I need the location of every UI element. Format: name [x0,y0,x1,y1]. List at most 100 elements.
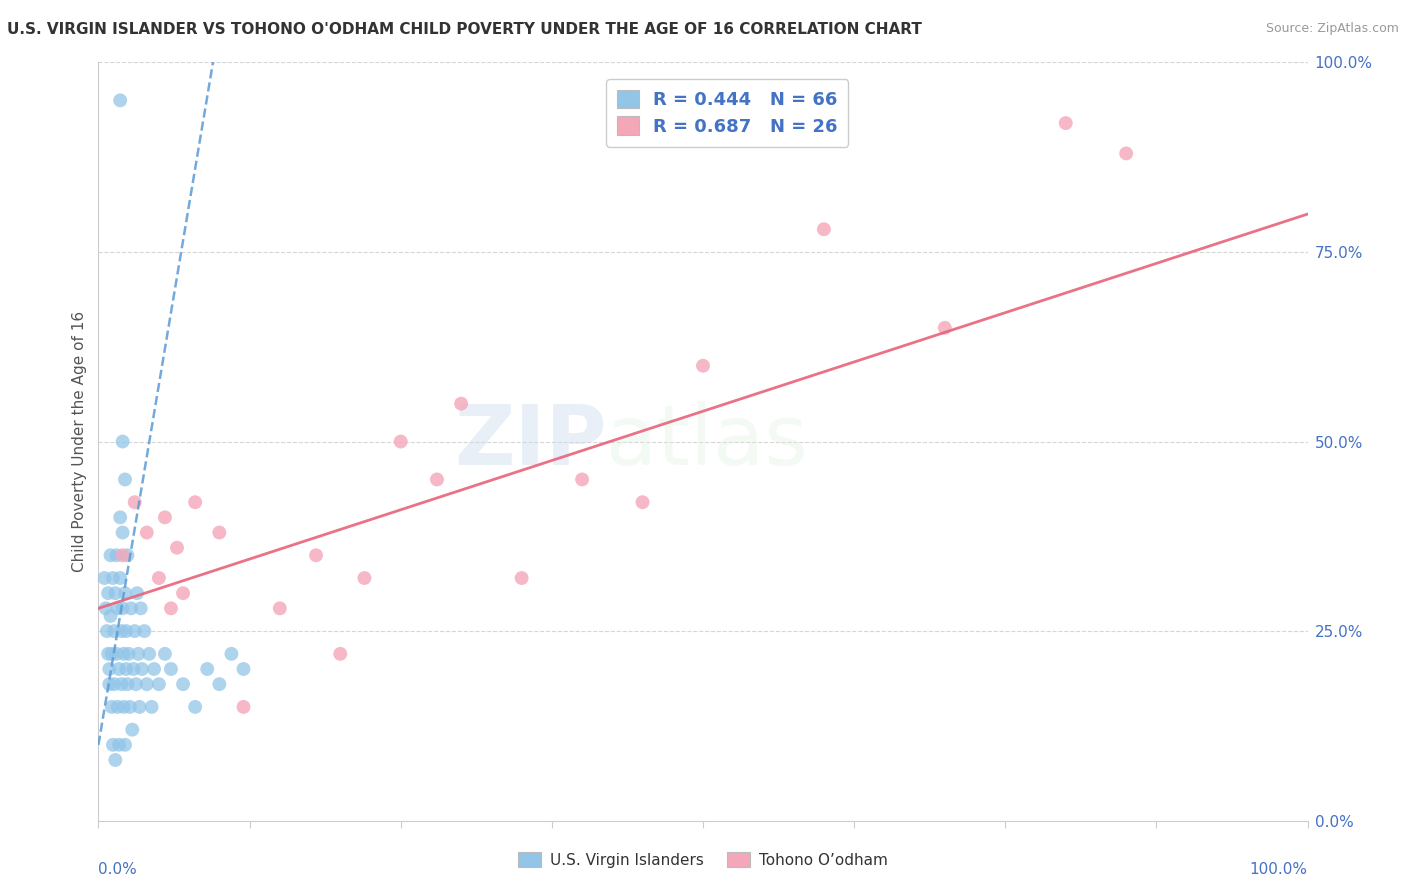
Point [124,495,146,509]
Point [100,647,122,661]
Point [101,738,124,752]
Point [389,434,412,449]
Point [100,608,122,623]
Point [121,723,143,737]
Point [108,510,131,524]
Point [153,510,176,524]
Text: 100.0%: 100.0% [1250,863,1308,878]
Point [111,548,134,563]
Point [631,495,654,509]
Point [96,624,118,639]
Point [108,662,131,676]
Point [104,753,127,767]
Point [153,647,176,661]
Point [692,359,714,373]
Point [1054,116,1077,130]
Point [148,571,170,585]
Point [143,662,166,676]
Text: U.S. VIRGIN ISLANDER VS TOHONO O'ODHAM CHILD POVERTY UNDER THE AGE OF 16 CORRELA: U.S. VIRGIN ISLANDER VS TOHONO O'ODHAM C… [7,22,922,37]
Point [135,525,157,540]
Point [114,473,136,487]
Point [108,571,131,585]
Point [148,677,170,691]
Point [510,571,533,585]
Point [127,647,149,661]
Point [221,647,243,661]
Point [118,647,141,661]
Point [122,662,145,676]
Point [208,677,231,691]
Point [100,699,122,714]
Point [138,647,160,661]
Point [141,699,163,714]
Point [166,541,188,555]
Text: 0.0%: 0.0% [98,863,138,878]
Point [107,699,129,714]
Point [131,662,153,676]
Point [127,586,149,600]
Text: Source: ZipAtlas.com: Source: ZipAtlas.com [1265,22,1399,36]
Point [94,601,117,615]
Point [108,738,131,752]
Point [111,525,134,540]
Text: ZIP: ZIP [454,401,606,482]
Text: atlas: atlas [606,401,808,482]
Point [112,647,135,661]
Point [97,647,120,661]
Point [329,647,352,661]
Point [571,473,593,487]
Point [135,677,157,691]
Point [353,571,375,585]
Point [105,647,128,661]
Point [100,548,122,563]
Point [117,677,139,691]
Point [98,662,121,676]
Point [172,586,194,600]
Point [117,548,139,563]
Point [160,662,183,676]
Point [120,601,142,615]
Point [108,94,131,108]
Point [115,662,138,676]
Point [101,571,124,585]
Point [98,677,121,691]
Point [184,495,207,509]
Point [1115,146,1137,161]
Point [426,473,449,487]
Point [111,434,134,449]
Point [110,624,132,639]
Point [112,699,135,714]
Point [232,662,254,676]
Point [129,601,152,615]
Point [110,677,132,691]
Point [103,624,125,639]
Point [114,738,136,752]
Point [195,662,218,676]
Point [184,699,207,714]
Point [114,586,136,600]
Point [105,548,128,563]
Point [111,601,134,615]
Y-axis label: Child Poverty Under the Age of 16: Child Poverty Under the Age of 16 [72,311,87,572]
Point [208,525,231,540]
Point [232,699,254,714]
Point [115,624,138,639]
Point [103,677,125,691]
Point [134,624,156,639]
Legend: U.S. Virgin Islanders, Tohono O’odham: U.S. Virgin Islanders, Tohono O’odham [512,846,894,873]
Point [172,677,194,691]
Point [934,320,956,334]
Point [813,222,835,236]
Point [118,699,141,714]
Point [128,699,150,714]
Point [93,571,115,585]
Point [269,601,291,615]
Point [104,586,127,600]
Point [160,601,183,615]
Point [125,677,148,691]
Point [97,586,120,600]
Point [305,548,328,563]
Point [450,396,472,410]
Point [124,624,146,639]
Point [107,601,129,615]
